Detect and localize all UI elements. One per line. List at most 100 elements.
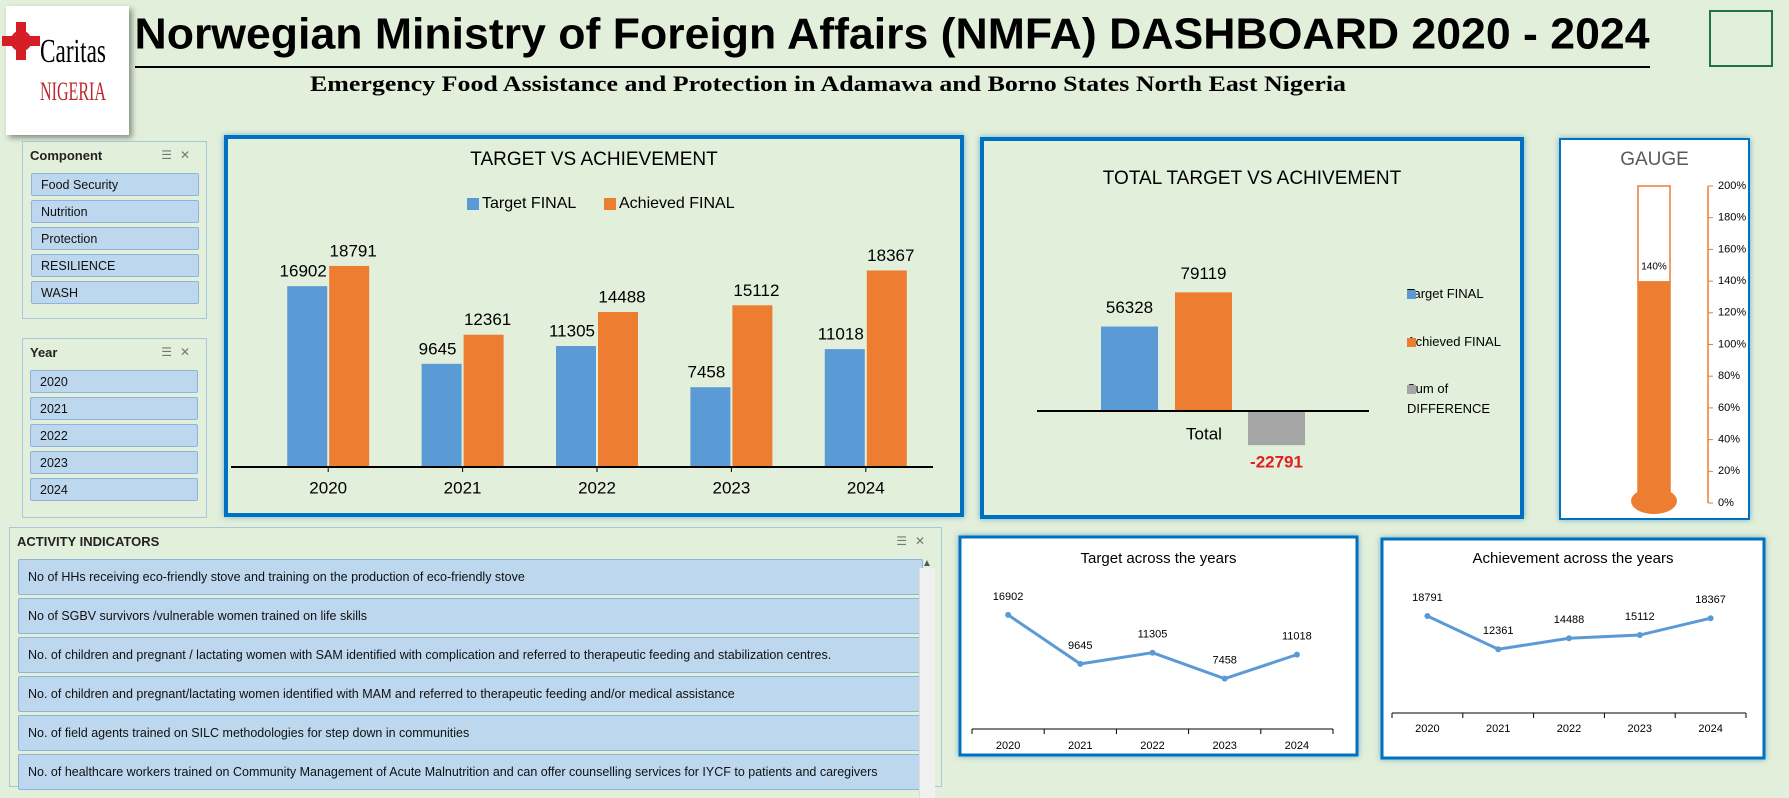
chart-title: Target across the years xyxy=(1081,550,1237,567)
line-point xyxy=(1636,632,1643,639)
legend-swatch xyxy=(467,198,479,210)
chart-frame xyxy=(958,535,1359,757)
data-label: 15112 xyxy=(733,281,779,300)
bar xyxy=(421,363,462,467)
legend-swatch xyxy=(1407,338,1416,347)
bar xyxy=(463,334,504,467)
line-point xyxy=(1221,675,1228,682)
slicer-icons: ☰✕ xyxy=(161,148,198,162)
slicer-item[interactable]: 2023 xyxy=(30,451,198,474)
x-tick-label: 2020 xyxy=(996,740,1020,752)
slicer-item[interactable]: 2021 xyxy=(30,397,198,420)
data-label: 9645 xyxy=(1068,640,1092,652)
data-label: 18791 xyxy=(1412,592,1443,604)
x-tick-label: 2021 xyxy=(1068,740,1092,752)
data-label: 56328 xyxy=(1106,298,1153,317)
dashboard-canvas: Caritas NIGERIA Norwegian Ministry of Fo… xyxy=(2,6,1773,760)
data-label: 15112 xyxy=(1625,611,1655,623)
legend-entry: Sum of DIFFERENCE xyxy=(1407,379,1507,419)
slicer-item[interactable]: Food Security xyxy=(31,173,199,196)
x-tick-label: 2022 xyxy=(1140,740,1164,752)
gauge-label: 140% xyxy=(1641,262,1667,273)
gauge-label-bg xyxy=(1639,257,1669,276)
slicer-icons: ☰✕ xyxy=(161,345,198,359)
legend-label: Sum of DIFFERENCE xyxy=(1407,381,1491,416)
slicer-icons: ☰✕ xyxy=(896,534,933,548)
slicer-item[interactable]: No. of children and pregnant/lactating w… xyxy=(18,676,923,712)
slicer-item[interactable]: No. of children and pregnant / lactating… xyxy=(18,637,923,673)
bar xyxy=(598,311,638,467)
x-tick-label: 2023 xyxy=(1212,740,1236,752)
line-point xyxy=(1707,615,1714,622)
slicer-item[interactable]: 2024 xyxy=(30,478,198,501)
y-tick-label: 160% xyxy=(1718,243,1746,255)
chart-title: TOTAL TARGET VS ACHIVEMENT xyxy=(1103,168,1402,189)
x-tick-label: 2024 xyxy=(1285,740,1309,752)
line-point xyxy=(1424,613,1431,620)
bar xyxy=(1101,326,1158,411)
slicer-item[interactable]: No of HHs receiving eco-friendly stove a… xyxy=(18,559,923,595)
chart-title: Achievement across the years xyxy=(1473,550,1674,567)
x-tick-label: 2024 xyxy=(847,478,885,497)
y-tick-label: 120% xyxy=(1718,307,1746,319)
slicer-item[interactable]: Nutrition xyxy=(31,200,199,223)
y-tick-label: 80% xyxy=(1718,370,1740,382)
data-label: 14488 xyxy=(1554,614,1585,626)
slicer-item[interactable]: No. of field agents trained on SILC meth… xyxy=(18,715,923,751)
slicer: ACTIVITY INDICATORS ☰✕ No of HHs receiving… xyxy=(9,527,942,798)
data-label: 11305 xyxy=(1138,629,1168,641)
x-tick-label: 2022 xyxy=(578,478,616,497)
slicer-title: Year xyxy=(30,345,58,360)
slicer-item[interactable]: No. of healthcare workers trained on Com… xyxy=(18,754,923,790)
line-point xyxy=(1495,646,1502,653)
data-label: 16902 xyxy=(280,262,327,281)
slicer-item[interactable]: 2020 xyxy=(30,370,198,393)
y-tick-label: 100% xyxy=(1718,338,1746,350)
selected-cell xyxy=(1709,10,1773,67)
x-tick-label: 2022 xyxy=(1557,723,1581,735)
bar xyxy=(824,349,865,467)
bar xyxy=(329,265,370,467)
x-tick-label: 2024 xyxy=(1698,723,1722,735)
dashboard: Caritas NIGERIA Norwegian Ministry of Fo… xyxy=(2,6,1773,798)
scroll-up[interactable]: ▲ xyxy=(922,558,932,569)
legend-entry: Target FINAL xyxy=(1407,284,1507,304)
slicer-title: ACTIVITY INDICATORS xyxy=(17,534,160,549)
data-label: -22791 xyxy=(1250,453,1303,472)
line-point xyxy=(1077,660,1084,667)
data-label: 12361 xyxy=(464,310,511,329)
y-tick-label: 20% xyxy=(1718,465,1740,477)
bar xyxy=(1175,292,1232,411)
x-tick-label: 2021 xyxy=(1486,723,1510,735)
slicer-item[interactable]: 2022 xyxy=(30,424,198,447)
chart-frame xyxy=(980,137,1524,519)
slicer-item[interactable]: RESILIENCE xyxy=(31,254,199,277)
chart-title: TARGET VS ACHIEVEMENT xyxy=(470,149,718,170)
gauge-fill xyxy=(1638,281,1670,503)
line-point xyxy=(1293,651,1300,658)
slicer-item[interactable]: No of SGBV survivors /vulnerable women t… xyxy=(18,598,923,634)
chart-title: GAUGE xyxy=(1620,149,1689,170)
slicer-item[interactable]: WASH xyxy=(31,281,199,304)
data-label: 7458 xyxy=(687,363,725,382)
y-tick-label: 60% xyxy=(1718,402,1740,414)
data-label: 11018 xyxy=(1282,631,1312,643)
data-label: 9645 xyxy=(419,339,457,358)
scrollbar xyxy=(919,568,935,798)
x-tick-label: 2023 xyxy=(1628,723,1652,735)
legend-label: Achieved FINAL xyxy=(1407,334,1501,349)
slicer-title: Component xyxy=(30,148,103,163)
bar xyxy=(866,270,907,467)
logo-name: Caritas xyxy=(40,33,106,70)
data-label: 79119 xyxy=(1180,264,1226,283)
bar xyxy=(732,305,773,467)
y-tick-label: 180% xyxy=(1718,212,1746,224)
data-label: 14488 xyxy=(598,287,645,306)
bar xyxy=(556,346,596,467)
x-tick-label: 2020 xyxy=(1415,723,1439,735)
data-label: 16902 xyxy=(993,591,1024,603)
slicer-item[interactable]: Protection xyxy=(31,227,199,250)
page-title: Norwegian Ministry of Foreign Affairs (N… xyxy=(135,10,1651,59)
x-tick-label: 2021 xyxy=(444,478,482,497)
data-label: 12361 xyxy=(1483,625,1514,637)
